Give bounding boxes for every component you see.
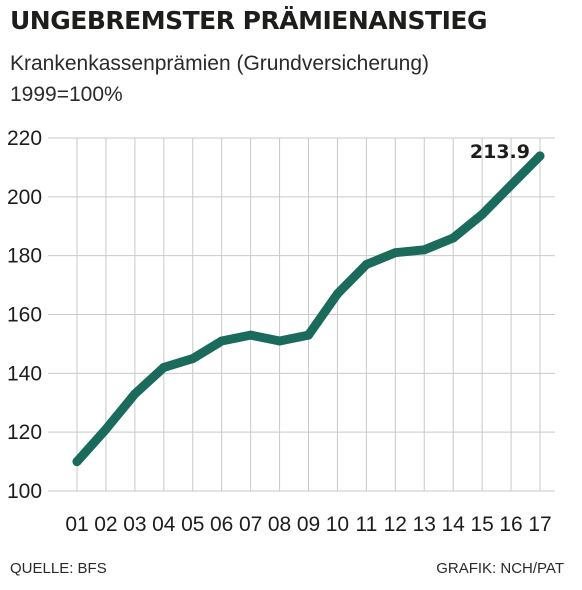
x-tick-label: 13 — [413, 513, 436, 536]
data-point — [390, 248, 400, 258]
subtitle-line-2: 1999=100% — [10, 83, 123, 106]
data-point — [246, 330, 256, 340]
y-tick-label: 100 — [7, 480, 42, 503]
x-tick-label: 15 — [470, 513, 493, 536]
x-tick-label: 14 — [442, 513, 466, 536]
x-tick-label: 11 — [355, 513, 377, 536]
y-tick-label: 180 — [7, 245, 42, 268]
chart-subtitle: Krankenkassenprämien (Grundversicherung)… — [10, 48, 429, 110]
data-point — [535, 151, 545, 161]
x-tick-label: 17 — [528, 513, 551, 536]
data-point — [361, 259, 371, 269]
source-note: QUELLE: BFS — [10, 560, 107, 577]
x-tick-label: 10 — [326, 513, 349, 536]
x-tick-label: 01 — [65, 513, 88, 536]
chart-grid — [48, 137, 555, 492]
x-tick-label: 09 — [297, 513, 320, 536]
x-tick-label: 03 — [123, 513, 146, 536]
x-tick-label: 12 — [384, 513, 407, 536]
y-tick-label: 120 — [7, 421, 42, 444]
data-point — [304, 330, 313, 340]
subtitle-line-1: Krankenkassenprämien (Grundversicherung) — [10, 52, 430, 75]
data-point — [72, 457, 82, 467]
data-point — [130, 389, 140, 399]
data-point — [506, 180, 516, 190]
y-axis-ticks: 100 120 140 160 180 200 220 — [7, 127, 42, 503]
data-point — [188, 354, 198, 364]
y-tick-label: 220 — [7, 127, 42, 150]
data-point — [217, 336, 227, 346]
x-tick-label: 04 — [152, 513, 176, 536]
credit-note: GRAFIK: NCH/PAT — [436, 560, 564, 577]
x-tick-label: 08 — [268, 513, 291, 536]
data-point — [448, 233, 458, 243]
x-axis-ticks: 01 02 03 04 05 06 07 08 09 10 11 12 13 14 15 16 17 — [65, 513, 551, 536]
data-point — [332, 289, 342, 299]
data-point — [101, 424, 111, 434]
data-label: 213.9 — [470, 141, 530, 163]
chart-annotations: 213.9 — [470, 141, 530, 163]
y-tick-label: 160 — [7, 304, 42, 327]
chart-title: UNGEBREMSTER PRÄMIENANSTIEG — [10, 6, 488, 35]
x-tick-label: 02 — [94, 513, 117, 536]
x-tick-label: 06 — [210, 513, 233, 536]
x-tick-label: 05 — [181, 513, 204, 536]
data-point — [419, 245, 429, 255]
data-point — [275, 336, 285, 346]
y-tick-label: 200 — [7, 186, 42, 209]
data-point — [477, 209, 487, 219]
data-point — [159, 362, 169, 372]
y-tick-label: 140 — [7, 362, 42, 385]
chart-series — [72, 151, 545, 467]
x-tick-label: 16 — [499, 513, 522, 536]
x-tick-label: 07 — [239, 513, 262, 536]
